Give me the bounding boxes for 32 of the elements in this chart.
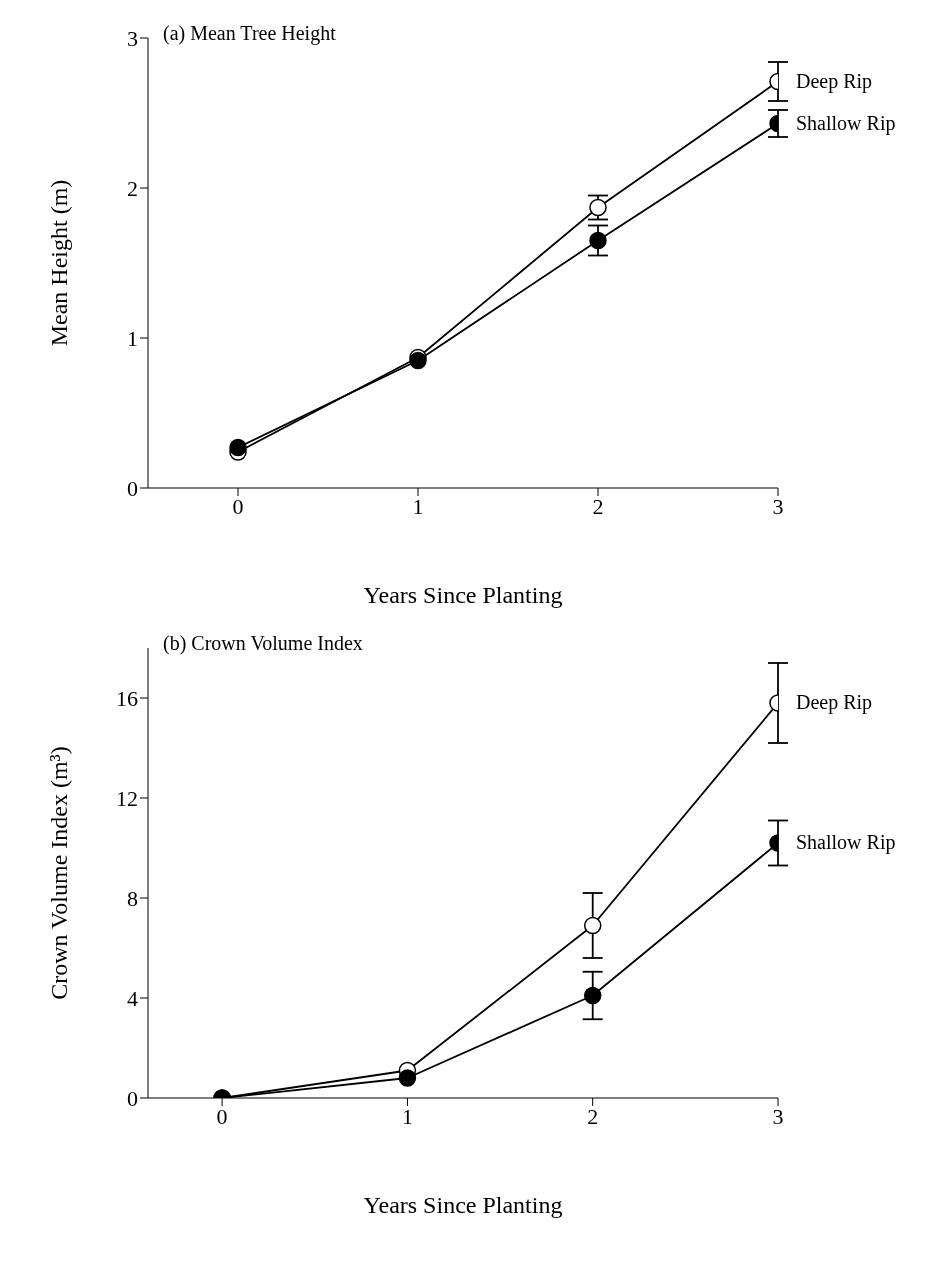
y-tick-label: 2 (127, 175, 138, 201)
x-tick-label: 3 (772, 493, 784, 519)
y-tick-label: 0 (127, 1085, 138, 1111)
y-tick-label: 0 (127, 475, 138, 501)
x-tick-label: 1 (401, 1103, 413, 1129)
series-label: Deep Rip (796, 69, 873, 93)
point (229, 438, 247, 457)
x-tick-label: 2 (592, 493, 604, 519)
x-tick-label: 3 (772, 1103, 784, 1129)
series-label: Deep Rip (796, 691, 873, 714)
chart-title: (a) Mean Tree Height (163, 22, 336, 45)
y-tick-label: 3 (127, 25, 138, 51)
y-tick-label: 12 (116, 785, 138, 811)
x-axis-title: Years Since Planting (363, 582, 563, 608)
point (583, 916, 602, 935)
y-axis-title: Crown Volume Index (m³) (45, 746, 72, 1000)
point (583, 986, 602, 1005)
y-tick-label: 16 (116, 685, 138, 711)
x-axis-title: Years Since Planting (363, 1192, 563, 1218)
y-tick-label: 1 (127, 325, 138, 351)
x-tick-label: 2 (587, 1103, 599, 1129)
x-tick-label: 0 (232, 493, 244, 519)
x-tick-label: 1 (412, 493, 424, 519)
y-tick-label: 4 (127, 985, 138, 1011)
point (589, 231, 607, 250)
series-label: Shallow Rip (796, 831, 896, 854)
y-tick-label: 8 (127, 885, 138, 911)
series-label: Shallow Rip (796, 111, 896, 135)
chart-title: (b) Crown Volume Index (163, 632, 363, 655)
point (398, 1069, 417, 1087)
x-tick-label: 0 (216, 1103, 228, 1129)
y-axis-title: Mean Height (m) (45, 179, 72, 347)
